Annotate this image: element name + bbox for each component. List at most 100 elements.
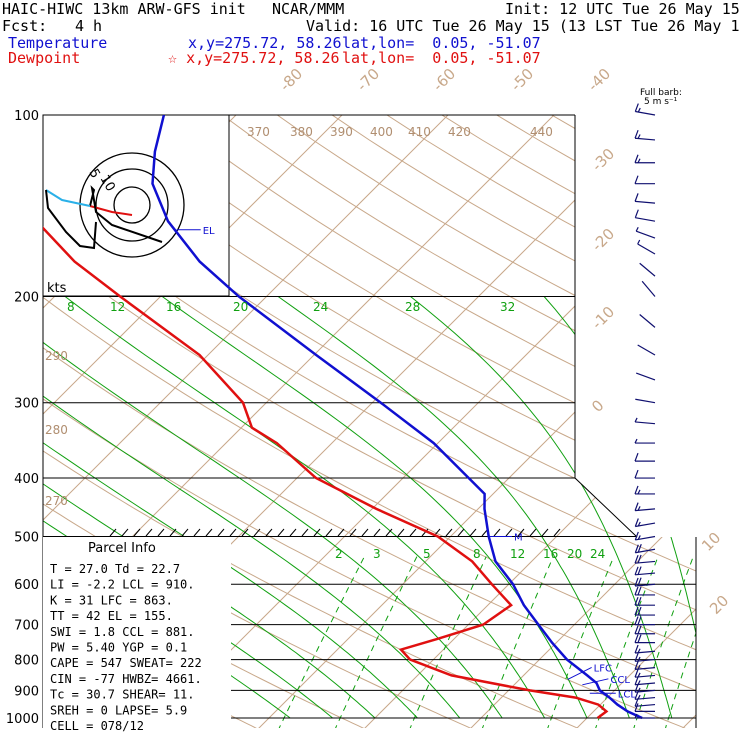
mixing-ratio-line: [546, 556, 615, 728]
dry-adiabat-line: [43, 115, 696, 728]
hatch-tick: [121, 528, 129, 537]
isotherm-label: 20: [706, 592, 732, 618]
pressure-tick-label: 300: [14, 397, 39, 412]
barb-halfflag: [634, 713, 638, 719]
wind-barb: [635, 226, 656, 239]
wind-barb: [634, 596, 655, 606]
barb-shaft: [639, 262, 656, 277]
isotherm-line: [573, 115, 696, 728]
hatch-tick: [493, 528, 501, 537]
wind-barb: [636, 372, 656, 381]
barb-shaft: [637, 344, 656, 356]
level-tick: [567, 666, 592, 680]
hodograph-trace-mid: [89, 185, 163, 243]
isotherm-line: [467, 115, 696, 728]
dry-adiabat-line: [606, 115, 696, 728]
pressure-tick-label: 900: [14, 684, 39, 699]
mixing-ratio-line: [664, 556, 696, 728]
barb-halfflag: [637, 521, 641, 527]
hatch-tick: [253, 528, 261, 537]
barb-flag: [634, 668, 639, 678]
hatch-tick: [157, 528, 165, 537]
parcel-row: K = 31 LFC = 863.: [50, 593, 173, 607]
barb-halfflag: [637, 664, 641, 670]
wind-barb: [634, 644, 656, 654]
wind-barb: [634, 577, 656, 587]
parcel-row: CELL = 078/12: [50, 719, 144, 733]
dewpoint-xy-text: x,y=275.72, 58.26: [186, 49, 340, 67]
hatch-tick: [145, 528, 153, 537]
isotherm-line: [361, 115, 696, 728]
hatch-tick: [181, 528, 189, 537]
dewpoint-legend-label: Dewpoint: [8, 49, 81, 67]
barb-flag: [637, 554, 642, 564]
wind-barb: [634, 193, 656, 204]
mixing-ratio-label: 5: [423, 547, 431, 561]
pressure-tick-label: 800: [14, 654, 39, 669]
barb-shaft: [636, 372, 656, 381]
wind-barb: [639, 314, 656, 328]
barb-shaft: [635, 200, 656, 204]
pressure-tick-label: 500: [14, 530, 39, 545]
hodograph-box: [42, 114, 230, 297]
barb-flag: [634, 634, 639, 643]
barb-flag: [634, 566, 639, 576]
dry-adiabat-line: [167, 115, 696, 728]
temperature-legend-label: Temperature: [8, 34, 108, 52]
theta-label: 440: [530, 125, 553, 139]
wind-barb: [634, 175, 655, 185]
hatch-tick: [325, 528, 333, 537]
barb-legend-line2: 5 m s⁻¹: [644, 97, 678, 107]
barb-flag: [634, 452, 639, 462]
mixing-ratio-label: 8: [67, 300, 75, 314]
wind-barb: [634, 485, 655, 495]
wind-barb: [634, 154, 655, 164]
parcel-row: LI = -2.2 LCL = 910.: [50, 578, 195, 592]
wind-barb: [634, 703, 655, 712]
isotherm-label: -20: [588, 225, 618, 255]
level-tick: [582, 678, 609, 686]
wind-barb: [634, 625, 655, 635]
parcel-row: Tc = 30.7 SHEAR= 11.: [50, 688, 195, 702]
hatch-tick: [385, 528, 393, 537]
barb-flag: [634, 175, 639, 184]
parcel-row: SREH = 0 LAPSE= 5.9: [50, 703, 187, 717]
wind-barb: [634, 103, 656, 116]
hatch-tick: [421, 528, 429, 537]
barb-flag: [637, 634, 642, 643]
wind-barb: [634, 452, 655, 462]
isotherm-label: -50: [507, 65, 537, 95]
barb-halfflag: [634, 438, 638, 444]
theta-label: 380: [290, 125, 313, 139]
barb-halfflag: [637, 134, 641, 139]
barb-halfflag: [637, 672, 641, 678]
dewpoint-star-icon: ☆: [168, 49, 178, 67]
theta-label: 390: [330, 125, 353, 139]
hatch-tick: [277, 528, 285, 537]
wind-barb: [634, 713, 655, 719]
dry-adiabat-line: [277, 115, 696, 728]
hatch-tick: [289, 528, 297, 537]
wind-barb: [634, 417, 656, 425]
forecast-label: Fcst:: [2, 17, 48, 35]
wind-barb: [635, 398, 656, 404]
temperature-legend-xy: x,y=275.72, 58.26: [188, 34, 342, 52]
barb-flag: [637, 577, 642, 586]
barb-halfflag: [634, 417, 638, 423]
barb-halfflag: [637, 535, 641, 540]
temperature-legend-latlon: lat,lon= 0.05, -51.07: [342, 34, 541, 52]
hatch-tick: [529, 528, 537, 537]
wind-barb: [634, 543, 656, 554]
pressure-tick-label: 100: [14, 109, 39, 124]
isotherm-label: -10: [588, 303, 618, 333]
pressure-tick-label: 200: [14, 291, 39, 306]
mixing-ratio-label: 3: [373, 547, 381, 561]
wind-barb: [634, 683, 656, 693]
mixing-ratio-label: 20: [567, 547, 582, 561]
hatch-tick: [301, 528, 309, 537]
hatch-tick: [265, 528, 273, 537]
mixing-ratio-label: 16: [166, 300, 181, 314]
hatch-tick: [541, 528, 549, 537]
dry-adiabat-line: [331, 115, 696, 728]
